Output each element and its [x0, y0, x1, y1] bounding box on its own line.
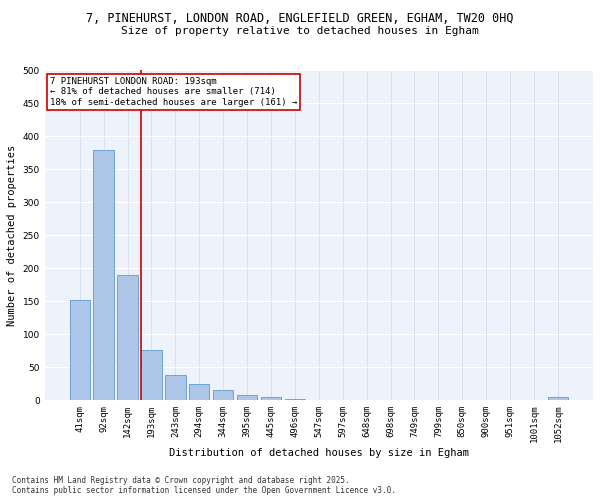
Bar [261, 396, 281, 400]
Text: 7 PINEHURST LONDON ROAD: 193sqm
← 81% of detached houses are smaller (714)
18% o: 7 PINEHURST LONDON ROAD: 193sqm ← 81% of… [50, 77, 298, 107]
Bar [548, 396, 568, 400]
Bar [70, 300, 90, 400]
Bar [141, 350, 161, 400]
Bar [189, 384, 209, 400]
Bar [237, 396, 257, 400]
X-axis label: Distribution of detached houses by size in Egham: Distribution of detached houses by size … [169, 448, 469, 458]
Bar [213, 390, 233, 400]
Y-axis label: Number of detached properties: Number of detached properties [7, 144, 17, 326]
Text: Contains HM Land Registry data © Crown copyright and database right 2025.
Contai: Contains HM Land Registry data © Crown c… [12, 476, 396, 495]
Bar [165, 375, 185, 400]
Bar [94, 150, 114, 400]
Text: 7, PINEHURST, LONDON ROAD, ENGLEFIELD GREEN, EGHAM, TW20 0HQ: 7, PINEHURST, LONDON ROAD, ENGLEFIELD GR… [86, 12, 514, 26]
Text: Size of property relative to detached houses in Egham: Size of property relative to detached ho… [121, 26, 479, 36]
Bar [118, 275, 137, 400]
